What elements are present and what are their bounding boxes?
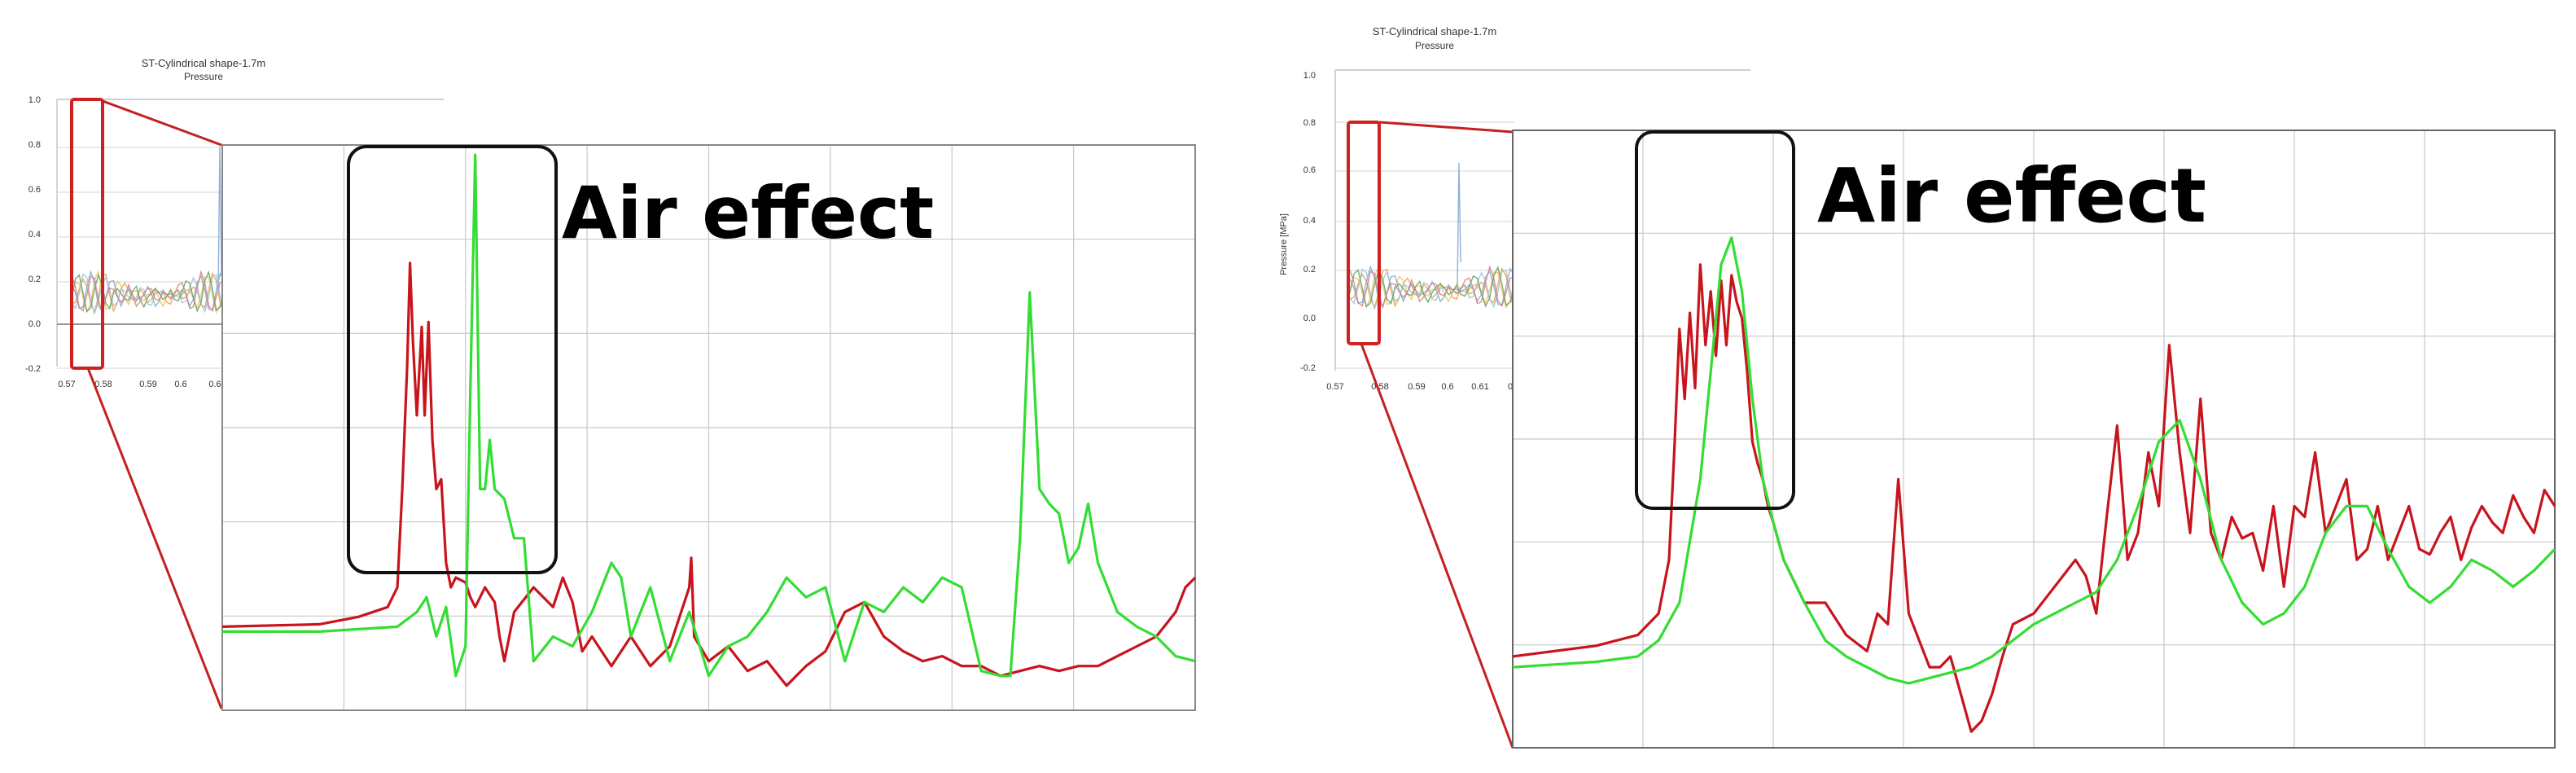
right-inset-ytick: 0.0	[1303, 314, 1316, 323]
right-main-chart: Air effect	[1512, 130, 2556, 749]
right-zoom-connector-bottom	[1360, 343, 1514, 749]
right-inset-ytick: 1.0	[1303, 71, 1316, 81]
left-inset-lines	[71, 146, 225, 316]
left-inset-xtick: 0.57	[58, 380, 75, 389]
left-inset-xtick: 0.6	[174, 380, 186, 389]
left-inset-title: ST-Cylindrical shape-1.7m	[142, 57, 265, 69]
left-main-chart: Air effect	[221, 144, 1197, 711]
left-inset-ytick: 0.2	[28, 275, 41, 284]
left-inset-grid	[57, 147, 224, 369]
left-inset-spike-line	[217, 146, 222, 292]
left-inset-ytick: -0.2	[25, 364, 41, 374]
left-inset-trace-line	[71, 270, 225, 314]
left-inset-ytick: 1.0	[28, 95, 41, 105]
right-red-series-line	[1512, 263, 2556, 733]
left-inset-subtitle: Pressure	[184, 71, 223, 82]
left-zoom-connector-top	[102, 99, 222, 147]
right-inset-ytick: 0.4	[1303, 216, 1316, 226]
right-inset-ytick: 0.2	[1303, 265, 1316, 275]
right-inset-xtick: 0.61	[1471, 382, 1488, 392]
left-air-effect-box	[347, 145, 558, 574]
right-main-grid	[1513, 130, 2555, 748]
left-inset-ytick: 0.4	[28, 230, 41, 239]
left-inset-xtick: 0.6	[208, 380, 221, 389]
right-inset-subtitle: Pressure	[1415, 40, 1454, 51]
right-inset-grid	[1335, 121, 1514, 369]
right-inset-trace-line	[1349, 268, 1515, 310]
right-inset-lines	[1349, 162, 1515, 310]
left-panel: ST-Cylindrical shape-1.7m Pressure 1.0 0…	[25, 57, 1197, 711]
left-air-effect-label: Air effect	[562, 171, 934, 255]
right-main-lines	[1512, 236, 2556, 733]
right-inset-trace-line	[1349, 265, 1515, 310]
left-main-plot-border	[221, 144, 1196, 711]
right-inset-ytick: -0.2	[1300, 363, 1316, 373]
right-inset-ytick: 0.8	[1303, 118, 1316, 128]
left-inset-chart: ST-Cylindrical shape-1.7m Pressure 1.0 0…	[25, 57, 444, 389]
right-inset-xtick: 0.57	[1326, 382, 1343, 392]
left-main-lines	[221, 153, 1197, 687]
left-inset-ytick: 0.0	[28, 319, 41, 329]
right-inset-title: ST-Cylindrical shape-1.7m	[1373, 25, 1496, 37]
right-inset-chart: ST-Cylindrical shape-1.7m Pressure Press…	[1279, 25, 1750, 392]
right-inset-trace-line	[1349, 265, 1515, 310]
left-zoom-selection-box	[70, 98, 104, 370]
right-inset-xtick: 0	[1508, 382, 1513, 392]
left-zoom-connector-bottom	[86, 367, 223, 709]
right-zoom-connector-top	[1378, 121, 1514, 134]
left-inset-ytick: 0.8	[28, 140, 41, 150]
right-green-series-line	[1512, 236, 2556, 685]
left-inset-trace-line	[71, 273, 225, 316]
left-inset-xtick: 0.59	[139, 380, 156, 389]
right-zoom-selection-box	[1347, 121, 1381, 345]
right-inset-xtick: 0.59	[1408, 382, 1425, 392]
left-inset-trace-line	[71, 270, 225, 313]
right-air-effect-box	[1635, 130, 1795, 510]
right-panel: ST-Cylindrical shape-1.7m Pressure Press…	[1279, 25, 2556, 749]
left-green-series-line	[222, 153, 1196, 678]
right-main-plot-border	[1512, 130, 2556, 749]
left-inset-trace-line	[71, 270, 225, 314]
left-main-grid	[222, 145, 1195, 710]
left-inset-ytick: 0.6	[28, 185, 41, 195]
right-inset-ytick: 0.6	[1303, 165, 1316, 175]
right-inset-spike-line	[1457, 162, 1461, 288]
right-inset-trace-line	[1349, 265, 1515, 308]
right-inset-xtick: 0.6	[1441, 382, 1453, 392]
right-air-effect-label: Air effect	[1817, 152, 2206, 239]
left-inset-xtick: 0.58	[94, 380, 112, 389]
right-inset-ylabel: Pressure [MPa]	[1279, 213, 1289, 275]
